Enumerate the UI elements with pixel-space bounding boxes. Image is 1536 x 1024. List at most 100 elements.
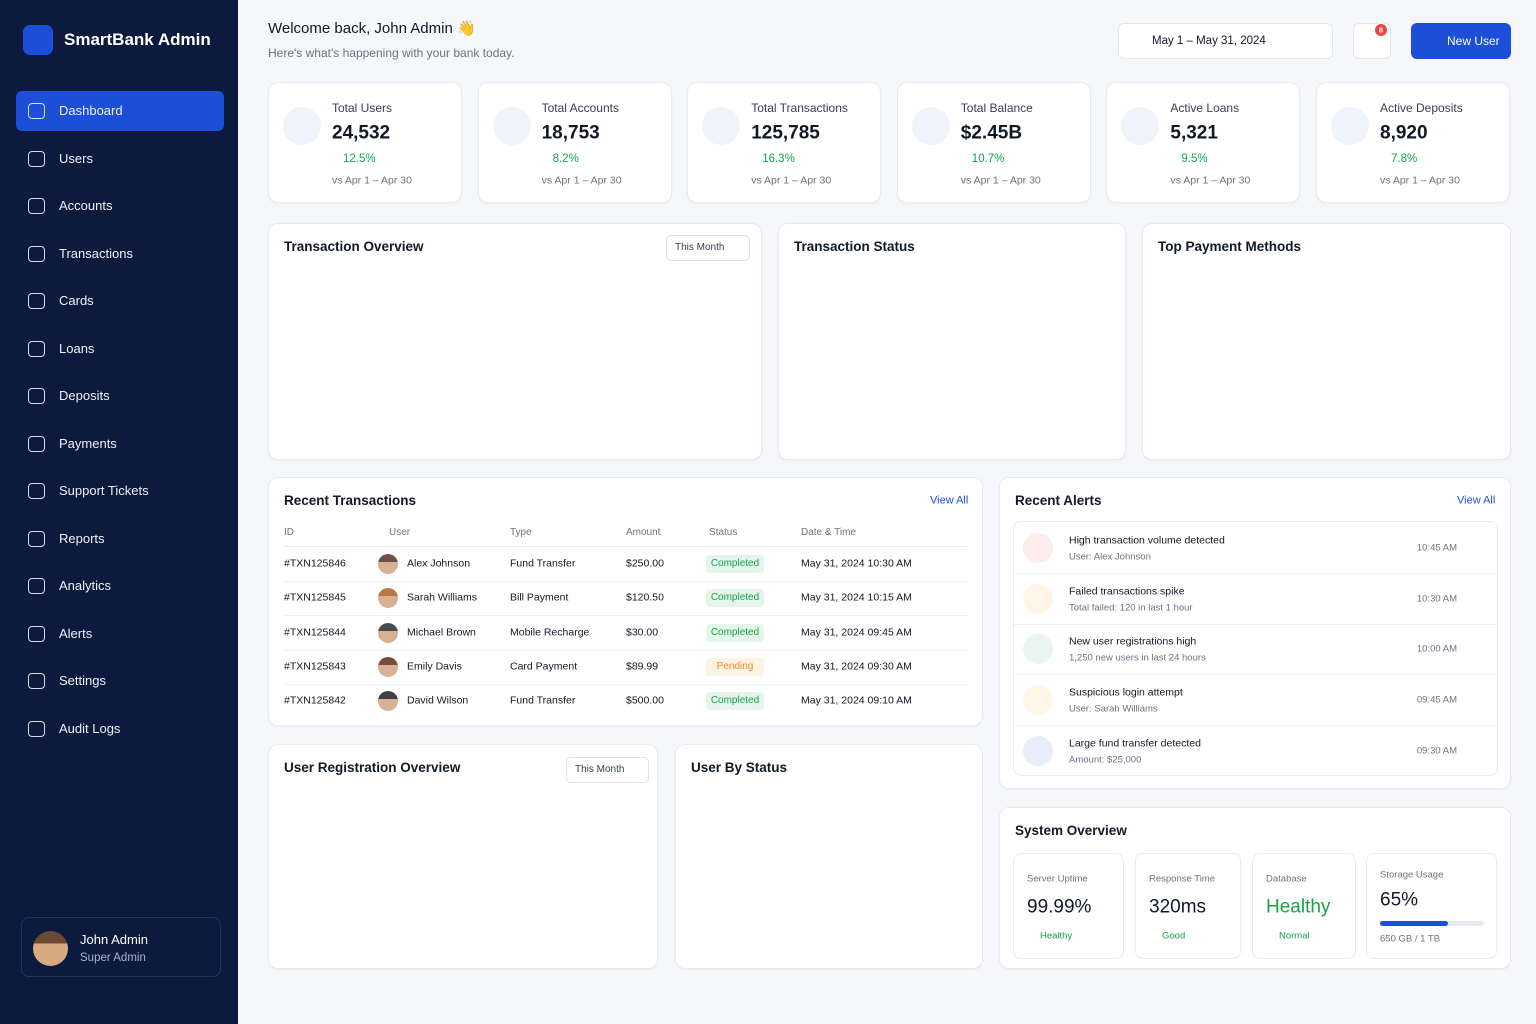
- nav-icon: [28, 720, 45, 737]
- nav-icon: [28, 483, 45, 499]
- bar: [420, 843, 428, 924]
- nav-item[interactable]: Settings: [59, 673, 106, 689]
- tile-status: Healthy: [1040, 930, 1073, 942]
- column-header: Status: [709, 527, 738, 538]
- bar: [536, 819, 543, 924]
- date-range-text: May 1 – May 31, 2024: [1152, 35, 1266, 48]
- chart-card: Transaction Overview This Month 0 5K 10K 15K 2…: [268, 223, 762, 460]
- view-all-link[interactable]: View All: [930, 494, 969, 507]
- y-tick-label: 15K: [281, 327, 299, 338]
- chevron-icon: [733, 245, 741, 251]
- legend-dot: [1338, 297, 1346, 305]
- nav-icon: [28, 625, 45, 642]
- kebab-menu-dot: [1477, 703, 1481, 706]
- donut-segment: [1228, 288, 1300, 428]
- nav-item[interactable]: Alerts: [59, 625, 93, 641]
- legend-label: Others: [1356, 411, 1386, 422]
- trend-up-icon: [1380, 155, 1388, 164]
- table-cell: Fund Transfer: [510, 694, 576, 707]
- nav-item[interactable]: Payments: [59, 435, 117, 451]
- table-cell: #TXN125845: [284, 592, 346, 604]
- tile-status: Good: [1162, 930, 1186, 942]
- legend-dot: [827, 865, 835, 873]
- kpi-change: 16.3%: [762, 153, 795, 166]
- status-pill: Pending: [706, 657, 764, 676]
- nav-item[interactable]: Transactions: [59, 245, 133, 261]
- status-label: Completed: [710, 558, 760, 569]
- alert-title: Failed transactions spike: [1069, 585, 1185, 598]
- table-cell: Mobile Recharge: [510, 626, 590, 639]
- nav-icon: [28, 673, 45, 689]
- kebab-menu-dot: [1477, 593, 1481, 596]
- tile-value: 320ms: [1149, 896, 1207, 918]
- nav-item[interactable]: Support Tickets: [59, 483, 149, 499]
- column-header: ID: [284, 527, 294, 538]
- table-cell: Bill Payment: [510, 592, 569, 604]
- user-avatar: [378, 588, 398, 609]
- kebab-menu-dot: [1477, 745, 1481, 748]
- nav-item[interactable]: Deposits: [59, 388, 110, 404]
- bar: [399, 861, 407, 924]
- nav-icon: [28, 578, 45, 594]
- kebab-menu-dot: [1477, 648, 1481, 651]
- row-divider: [284, 581, 967, 582]
- card-title: Top Payment Methods: [1158, 238, 1302, 254]
- x-tick-label: May 8: [401, 430, 429, 441]
- nav-item[interactable]: Audit Logs: [59, 720, 121, 736]
- bar: [557, 837, 564, 924]
- wallet-icon: [1233, 356, 1243, 364]
- kpi-card: Total Accounts 18,753 8.2% vs Apr 1 – Apr 3…: [477, 82, 672, 203]
- column-header: User: [389, 527, 411, 538]
- kpi-value: $2.45B: [960, 122, 1023, 144]
- area: [315, 325, 740, 418]
- user-avatar: [378, 554, 398, 574]
- column-header: Amount: [626, 527, 661, 538]
- view-all-link[interactable]: View All: [1457, 494, 1496, 507]
- new-user-button[interactable]: New User: [1411, 23, 1511, 59]
- status-tile: Response Time 320ms Good: [1135, 853, 1241, 959]
- filter-dropdown[interactable]: This Month: [666, 235, 750, 261]
- kebab-menu-dot: [1477, 699, 1481, 702]
- nav-icon: [28, 198, 45, 214]
- nav-item[interactable]: Analytics: [59, 578, 112, 594]
- nav-item[interactable]: Dashboard: [59, 103, 123, 119]
- card-title: Transaction Overview: [284, 238, 424, 254]
- kpi-period: vs Apr 1 – Apr 30: [960, 174, 1041, 187]
- nav-icon: [28, 150, 45, 167]
- chart-card: User Registration Overview This Month 0 1K 2…: [268, 744, 658, 969]
- donut-segment: [728, 810, 749, 834]
- donut-center-value: 125,785: [845, 349, 894, 364]
- kebab-menu-dot: [1477, 749, 1481, 752]
- user-card[interactable]: John Admin Super Admin: [21, 917, 221, 977]
- card-title: User Registration Overview: [284, 759, 461, 775]
- date-range-picker[interactable]: May 1 – May 31, 2024: [1118, 23, 1333, 59]
- y-tick-label: 5K: [287, 385, 300, 396]
- kpi-card: Active Deposits 8,920 7.8% vs Apr 1 – Apr 3…: [1316, 82, 1510, 203]
- nav-item[interactable]: Cards: [59, 293, 94, 309]
- filter-dropdown[interactable]: This Month: [566, 757, 649, 783]
- nav-item[interactable]: Accounts: [59, 198, 113, 214]
- kpi-icon: [492, 107, 531, 145]
- legend-value: 18,925: [1048, 337, 1079, 348]
- nav-icon: [28, 388, 45, 404]
- user-name: Emily Davis: [407, 660, 462, 673]
- kpi-period: vs Apr 1 – Apr 30: [332, 174, 412, 187]
- legend-label: Cancelled: [978, 407, 1022, 418]
- column-header: Date & Time: [801, 527, 857, 538]
- nav-item[interactable]: Users: [59, 150, 93, 166]
- status-icon: [1147, 930, 1159, 942]
- nav-icon: [28, 340, 45, 357]
- legend-label: Active: [845, 825, 873, 836]
- alert-icon: [1023, 583, 1053, 614]
- bar: [473, 891, 480, 924]
- alert-title: Suspicious login attempt: [1069, 686, 1183, 699]
- tile-status: Normal: [1279, 930, 1310, 942]
- table-cell: $89.99: [626, 660, 659, 673]
- donut-segment: [804, 292, 938, 431]
- legend-label: Mobile Banking: [1356, 354, 1424, 365]
- nav-item[interactable]: Loans: [59, 340, 95, 356]
- legend-dot: [1338, 383, 1346, 390]
- nav-item[interactable]: Reports: [59, 530, 105, 546]
- bar: [368, 858, 375, 924]
- donut-segment: [1170, 386, 1252, 431]
